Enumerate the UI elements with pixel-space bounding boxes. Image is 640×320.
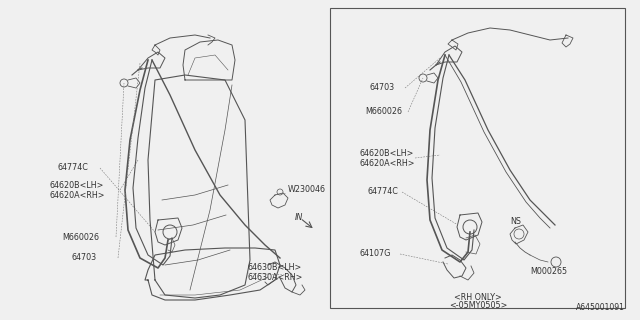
Text: 64620B<LH>: 64620B<LH>: [50, 180, 104, 189]
Text: 64620A<RH>: 64620A<RH>: [50, 190, 106, 199]
Text: M660026: M660026: [365, 108, 402, 116]
Text: 64107G: 64107G: [360, 250, 392, 259]
Text: 64703: 64703: [370, 84, 395, 92]
Text: <RH ONLY>: <RH ONLY>: [454, 293, 502, 302]
Text: 64620B<LH>: 64620B<LH>: [360, 148, 414, 157]
Text: M000265: M000265: [530, 268, 567, 276]
Text: 64774C: 64774C: [58, 164, 89, 172]
Text: <-05MY0505>: <-05MY0505>: [449, 301, 507, 310]
Text: 64620A<RH>: 64620A<RH>: [360, 158, 415, 167]
Text: NS: NS: [510, 218, 521, 227]
Text: M660026: M660026: [62, 233, 99, 242]
Text: W230046: W230046: [288, 186, 326, 195]
Text: IN: IN: [295, 213, 303, 222]
Text: 64774C: 64774C: [368, 188, 399, 196]
Text: 64630B<LH>: 64630B<LH>: [248, 263, 302, 273]
Text: A645001091: A645001091: [576, 303, 625, 312]
Text: 64703: 64703: [72, 253, 97, 262]
Bar: [330, 8, 625, 308]
Text: 64630A<RH>: 64630A<RH>: [248, 274, 303, 283]
